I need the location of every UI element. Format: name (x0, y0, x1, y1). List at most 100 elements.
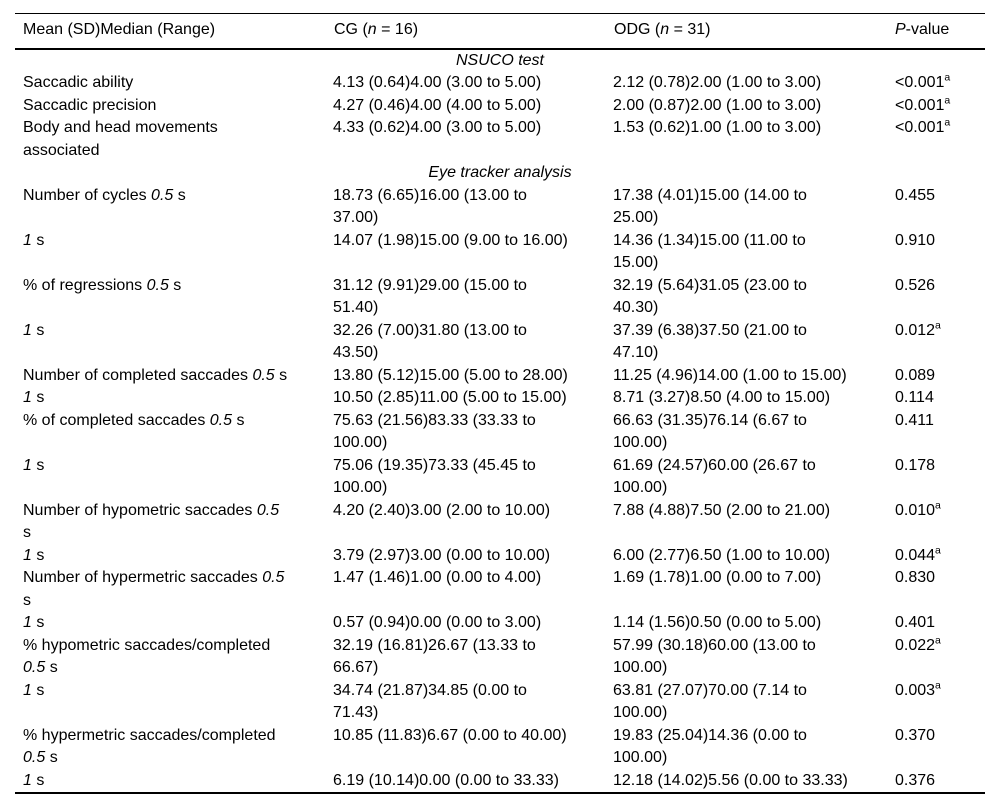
p-value-text: 0.455 (895, 186, 936, 204)
odg-value-cell: 57.99 (30.18)60.00 (13.00 to 100.00) (613, 636, 816, 677)
odg-value-cell: 12.18 (14.02)5.56 (0.00 to 33.33) (613, 771, 848, 789)
p-value-cell: 0.178 (893, 455, 985, 500)
row-label-cell: Number of hypermetric saccades 0.5 s (15, 567, 333, 612)
odg-value-cell: 37.39 (6.38)37.50 (21.00 to 47.10) (613, 321, 807, 362)
p-value-text: 0.376 (895, 771, 936, 789)
table-body: NSUCO test Saccadic ability 4.13 (0.64)4… (15, 49, 985, 794)
odg-value-cell: 11.25 (4.96)14.00 (1.00 to 15.00) (613, 366, 847, 384)
p-value-cell: 0.089 (893, 365, 985, 388)
section-title-text: Eye tracker analysis (428, 164, 572, 181)
p-value-text: 0.411 (895, 411, 934, 429)
cg-header-n-italic: n (367, 21, 377, 38)
row-label-suffix: s (31, 231, 45, 249)
odg-value-cell: 2.00 (0.87)2.00 (1.00 to 3.00) (613, 96, 822, 114)
odg-value-cell: 1.53 (0.62)1.00 (1.00 to 3.00) (613, 119, 822, 136)
row-label-cell: 1 s (15, 612, 333, 635)
odg-value-cell: 14.36 (1.34)15.00 (11.00 to 15.00) (613, 231, 806, 272)
table-row: % of completed saccades 0.5 s 75.63 (21.… (15, 410, 985, 455)
p-value-footnote-marker: a (944, 71, 951, 84)
odg-header-prefix: ODG ( (614, 21, 661, 38)
table-row: 1 s 10.50 (2.85)11.00 (5.00 to 15.00) 8.… (15, 387, 985, 410)
paper-table-region: Mean (SD)Median (Range) CG (n = 16) ODG … (15, 13, 985, 794)
row-label-suffix: s (23, 591, 31, 609)
row-label-italic-number: 0.5 (256, 501, 280, 519)
row-label-suffix: s (45, 659, 58, 676)
p-value-cell: <0.001a (893, 117, 985, 162)
row-label-italic-number: 1 (23, 389, 32, 406)
row-label-suffix: s (23, 524, 31, 541)
row-label-italic-number: 0.5 (262, 569, 285, 586)
row-label-text: % of regressions (23, 276, 147, 294)
cg-value-cell: 18.73 (6.65)16.00 (13.00 to 37.00) (333, 186, 527, 227)
p-value-footnote-marker: a (935, 499, 941, 512)
p-value-footnote-marker: a (944, 116, 951, 129)
p-value-cell: 0.010a (893, 500, 985, 545)
cg-value-cell: 34.74 (21.87)34.85 (0.00 to 71.43) (333, 681, 527, 722)
row-label-suffix: s (31, 614, 45, 631)
table-row: 1 s 3.79 (2.97)3.00 (0.00 to 10.00) 6.00… (15, 545, 985, 568)
row-label-suffix: s (31, 546, 45, 564)
row-label-cell: 1 s (15, 230, 333, 275)
odg-value-cell: 6.00 (2.77)6.50 (1.00 to 10.00) (613, 546, 831, 564)
table-row: 1 s 34.74 (21.87)34.85 (0.00 to 71.43) 6… (15, 680, 985, 725)
table-row: 1 s 6.19 (10.14)0.00 (0.00 to 33.33) 12.… (15, 770, 985, 794)
row-label-cell: 1 s (15, 455, 333, 500)
column-header-mean-sd-median-range: Mean (SD)Median (Range) (15, 13, 333, 50)
p-value-cell: 0.370 (893, 725, 985, 770)
row-label-italic-number: 0.5 (146, 276, 169, 294)
results-table: Mean (SD)Median (Range) CG (n = 16) ODG … (15, 13, 985, 794)
row-label-italic-number: 0.5 (151, 186, 174, 204)
row-label-cell: Number of hypometric saccades 0.5 s (15, 500, 333, 545)
cg-value-cell: 31.12 (9.91)29.00 (15.00 to 51.40) (333, 276, 527, 317)
p-value-text: <0.001 (895, 74, 945, 91)
cg-value-cell: 10.50 (2.85)11.00 (5.00 to 15.00) (333, 389, 567, 406)
section-row: NSUCO test (15, 49, 985, 73)
cg-value-cell: 32.19 (16.81)26.67 (13.33 to 66.67) (333, 636, 536, 677)
p-value-cell: 0.022a (893, 635, 985, 680)
p-value-footnote-marker: a (944, 94, 951, 107)
row-label-suffix: s (31, 681, 45, 699)
table-row: Saccadic precision 4.27 (0.46)4.00 (4.00… (15, 95, 985, 118)
odg-value-cell: 66.63 (31.35)76.14 (6.67 to 100.00) (613, 411, 807, 452)
p-value-text: 0.370 (895, 726, 936, 744)
row-label-italic-number: 1 (23, 321, 32, 339)
p-value-cell: 0.401 (893, 612, 985, 635)
row-label-cell: Saccadic precision (15, 95, 333, 118)
cg-value-cell: 6.19 (10.14)0.00 (0.00 to 33.33) (333, 771, 559, 789)
row-label-italic-number: 1 (23, 456, 32, 474)
section-title-text: NSUCO test (455, 51, 544, 69)
cg-value-cell: 4.13 (0.64)4.00 (3.00 to 5.00) (333, 74, 542, 91)
p-value-cell: 0.830 (893, 567, 985, 612)
p-value-text: 0.401 (895, 614, 936, 631)
p-value-header-p-italic: P (895, 21, 906, 38)
cg-value-cell: 75.63 (21.56)83.33 (33.33 to 100.00) (333, 411, 536, 452)
cg-value-cell: 13.80 (5.12)15.00 (5.00 to 28.00) (333, 366, 568, 384)
table-row: Body and head movements associated 4.33 … (15, 117, 985, 162)
odg-value-cell: 2.12 (0.78)2.00 (1.00 to 3.00) (613, 74, 822, 91)
row-label-italic-number: 1 (23, 771, 32, 789)
row-label-cell: % hypermetric saccades/completed 0.5 s (15, 725, 333, 770)
odg-value-cell: 32.19 (5.64)31.05 (23.00 to 40.30) (613, 276, 807, 317)
row-label-text: % hypermetric saccades/completed (23, 726, 276, 744)
row-label-italic-number: 1 (23, 681, 32, 699)
row-label-suffix: s (31, 389, 45, 406)
p-value-text: 0.830 (895, 569, 936, 586)
table-row: Number of completed saccades 0.5 s 13.80… (15, 365, 985, 388)
row-label-italic-number: 0.5 (209, 411, 233, 429)
p-value-cell: 0.114 (893, 387, 985, 410)
odg-value-cell: 63.81 (27.07)70.00 (7.14 to 100.00) (613, 681, 807, 722)
p-value-cell: <0.001a (893, 72, 985, 95)
row-label-text: Saccadic precision (23, 96, 157, 114)
table-row: % hypometric saccades/completed 0.5 s 32… (15, 635, 985, 680)
cg-value-cell: 4.27 (0.46)4.00 (4.00 to 5.00) (333, 96, 542, 114)
row-label-cell: Body and head movements associated (15, 117, 333, 162)
cg-header-prefix: CG ( (334, 21, 368, 38)
p-value-cell: 0.376 (893, 770, 985, 794)
column-header-cg: CG (n = 16) (333, 13, 613, 50)
column-header-odg: ODG (n = 31) (613, 13, 893, 50)
p-value-cell: 0.012a (893, 320, 985, 365)
p-value-cell: <0.001a (893, 95, 985, 118)
p-value-text: 0.114 (895, 389, 934, 406)
row-label-text: % of completed saccades (23, 411, 210, 429)
row-label-suffix: s (45, 749, 58, 766)
